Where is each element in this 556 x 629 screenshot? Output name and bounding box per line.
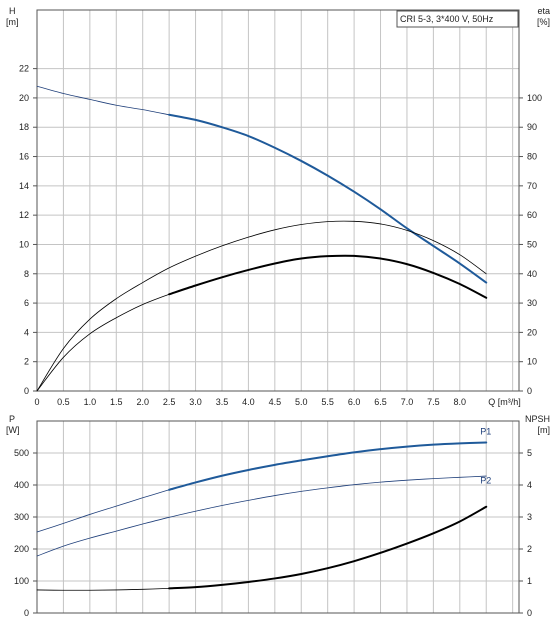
top-x-tick-label: 6.0	[348, 397, 361, 407]
top-x-tick-label: 5.0	[295, 397, 308, 407]
top-x-tick-label: 0	[34, 397, 39, 407]
bottom-y-right-tick-label: 5	[527, 448, 532, 458]
bottom-series-0-line	[36, 489, 170, 533]
bottom-y-left-axis-label: [W]	[6, 425, 20, 435]
top-y-right-tick-label: 10	[527, 357, 537, 367]
bottom-y-left-tick-label: 400	[14, 480, 29, 490]
top-y-left-axis-label: [m]	[6, 17, 19, 27]
top-x-tick-label: 1.0	[84, 397, 97, 407]
bottom-y-left-tick-label: 100	[14, 576, 29, 586]
top-y-left-tick-label: 22	[19, 64, 29, 74]
bottom-series-label: P1	[480, 427, 491, 437]
top-y-left-tick-label: 12	[19, 210, 29, 220]
top-y-right-tick-label: 40	[527, 269, 537, 279]
top-x-tick-label: 7.0	[401, 397, 414, 407]
top-x-tick-label: 6.5	[374, 397, 387, 407]
top-y-left-tick-label: 6	[24, 298, 29, 308]
top-y-left-tick-label: 4	[24, 327, 29, 337]
bottom-series-3-line	[36, 587, 170, 591]
top-y-right-tick-label: 30	[527, 298, 537, 308]
top-y-right-tick-label: 80	[527, 152, 537, 162]
top-x-tick-label: 7.5	[427, 397, 440, 407]
top-y-left-tick-label: 16	[19, 152, 29, 162]
top-y-right-tick-label: 60	[527, 210, 537, 220]
bottom-series-2-line	[36, 475, 487, 557]
top-series-3-line	[36, 293, 170, 392]
top-y-right-tick-label: 20	[527, 327, 537, 337]
bottom-y-left-tick-label: 500	[14, 448, 29, 458]
top-y-left-tick-label: 18	[19, 122, 29, 132]
bottom-y-right-tick-label: 2	[527, 544, 532, 554]
top-x-tick-label: 1.5	[110, 397, 123, 407]
top-y-right-tick-label: 70	[527, 181, 537, 191]
bottom-y-right-tick-label: 4	[527, 480, 532, 490]
top-y-right-tick-label: 0	[527, 386, 532, 396]
top-x-tick-label: 3.5	[216, 397, 229, 407]
top-y-left-tick-label: 2	[24, 357, 29, 367]
top-legend-text: CRI 5-3, 3*400 V, 50Hz	[400, 14, 494, 24]
top-x-tick-label: 2.0	[136, 397, 149, 407]
bottom-series-1-line	[168, 441, 488, 491]
top-panel: 0 2 4 6 8 10 12 14 16 18 20 22 0 10 20 30 40 50 60 70 80 90 10…	[6, 6, 550, 407]
top-y-right-axis-label: eta	[537, 6, 550, 16]
top-y-left-axis-label: H	[9, 6, 16, 16]
top-y-right-tick-label: 100	[527, 93, 542, 103]
top-frame	[36, 9, 520, 392]
top-x-tick-label: 5.5	[321, 397, 334, 407]
top-x-tick-label: 2.5	[163, 397, 176, 407]
top-x-axis-label: Q [m³/h]	[488, 397, 521, 407]
top-series-0-line	[36, 85, 170, 116]
top-legend-box	[396, 10, 519, 28]
top-x-tick-label: 4.0	[242, 397, 255, 407]
top-y-right-tick-label: 50	[527, 239, 537, 249]
bottom-series-label: P2	[480, 475, 491, 485]
top-x-tick-label: 0.5	[57, 397, 70, 407]
bottom-y-left-tick-label: 0	[24, 608, 29, 618]
top-y-left-tick-label: 14	[19, 181, 29, 191]
bottom-y-right-axis-label: [m]	[538, 425, 551, 435]
top-y-right-axis-label: [%]	[537, 17, 550, 27]
top-y-left-tick-label: 20	[19, 93, 29, 103]
top-x-tick-label: 3.0	[189, 397, 202, 407]
bottom-y-right-tick-label: 0	[527, 608, 532, 618]
top-x-tick-label: 8.0	[454, 397, 467, 407]
top-y-left-tick-label: 10	[19, 239, 29, 249]
top-series-1-line	[168, 113, 488, 284]
bottom-panel: 0 100 200 300 400 500 0 1 2 3 4 5 P[W] NPSH[m] P1 P2	[6, 414, 550, 618]
bottom-y-left-tick-label: 200	[14, 544, 29, 554]
bottom-y-right-axis-label: NPSH	[525, 414, 550, 424]
top-y-left-tick-label: 8	[24, 269, 29, 279]
top-series-2-line	[36, 220, 487, 392]
top-y-left-tick-label: 0	[24, 386, 29, 396]
bottom-y-right-tick-label: 3	[527, 512, 532, 522]
top-series-4-line	[168, 254, 488, 299]
bottom-series-4-line	[168, 505, 488, 590]
bottom-y-right-tick-label: 1	[527, 576, 532, 586]
bottom-y-left-axis-label: P	[9, 414, 15, 424]
top-x-tick-label: 4.5	[269, 397, 282, 407]
top-y-right-tick-label: 90	[527, 122, 537, 132]
bottom-y-left-tick-label: 300	[14, 512, 29, 522]
